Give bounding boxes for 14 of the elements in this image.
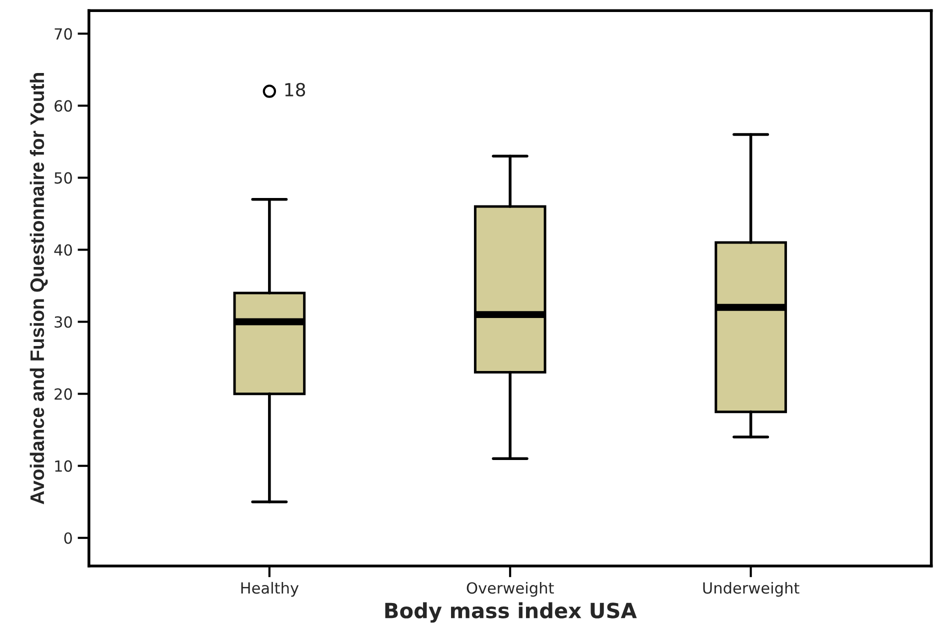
y-tick-label: 60 bbox=[54, 100, 72, 112]
y-tick-label: 0 bbox=[64, 532, 72, 544]
x-tick-label: Overweight bbox=[466, 582, 554, 597]
y-tick-label: 50 bbox=[54, 172, 72, 184]
y-tick-label: 20 bbox=[54, 388, 72, 400]
x-tick-label: Healthy bbox=[241, 582, 299, 597]
y-tick-label: 30 bbox=[54, 316, 72, 328]
annotation: 18 bbox=[285, 82, 306, 97]
x-axis-title: Body mass index USA bbox=[385, 602, 637, 623]
y-axis-title: Avoidance and Fusion Questionnaire for Youth bbox=[30, 73, 48, 504]
x-tick-label: Underweight bbox=[703, 582, 800, 597]
y-tick-label: 10 bbox=[55, 460, 72, 472]
y-tick-label: 40 bbox=[54, 244, 72, 256]
y-tick-label: 70 bbox=[54, 28, 72, 40]
